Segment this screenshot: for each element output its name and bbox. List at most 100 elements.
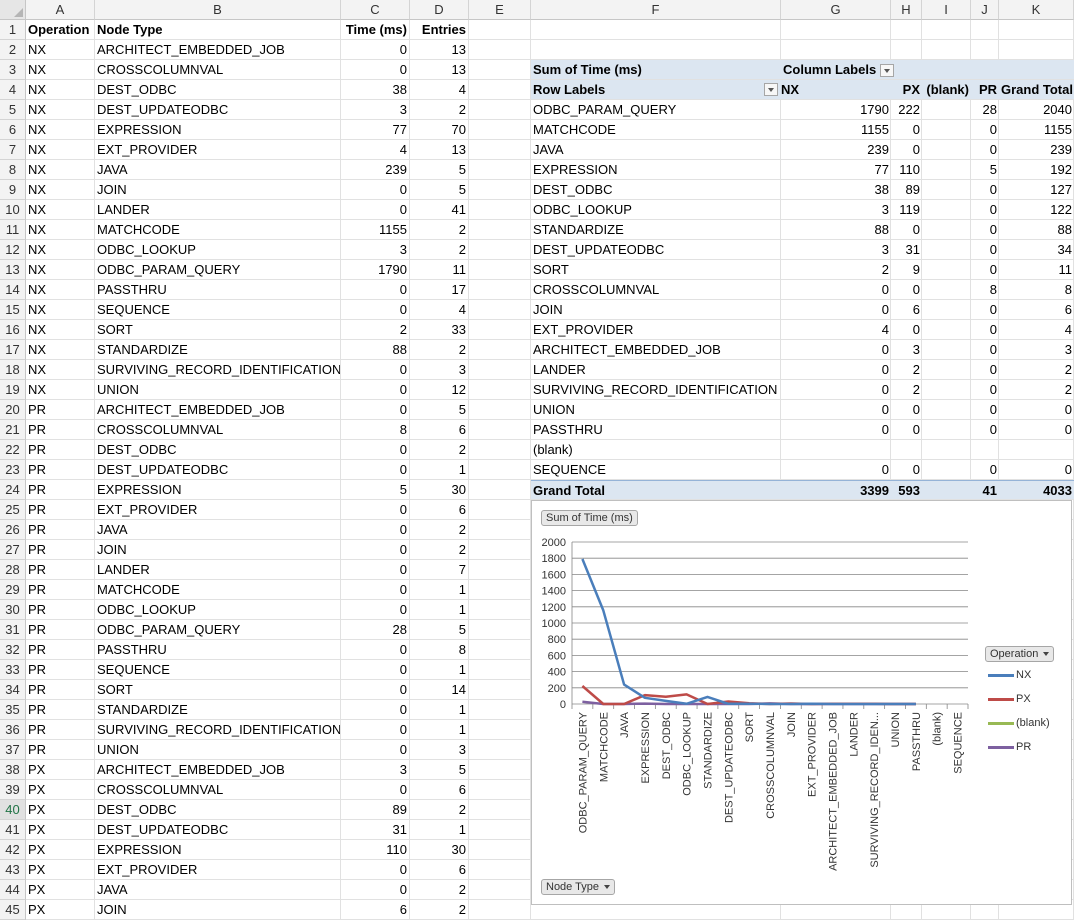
- row-header[interactable]: 42: [0, 840, 26, 860]
- axis-field-button[interactable]: Node Type: [541, 879, 616, 895]
- row-header[interactable]: 39: [0, 780, 26, 800]
- cell-operation[interactable]: NX: [26, 320, 95, 340]
- cell-time[interactable]: 5: [341, 480, 410, 500]
- cell-time[interactable]: 110: [341, 840, 410, 860]
- cell-entries[interactable]: 1: [410, 820, 469, 840]
- pivot-row-label[interactable]: SEQUENCE: [531, 460, 781, 480]
- row-header[interactable]: 15: [0, 300, 26, 320]
- grid-cell[interactable]: [469, 580, 531, 600]
- pivot-value[interactable]: 4: [781, 320, 891, 340]
- cell-node-type[interactable]: SURVIVING_RECORD_IDENTIFICATION: [95, 360, 341, 380]
- cell-operation[interactable]: PX: [26, 760, 95, 780]
- pivot-value[interactable]: [922, 360, 971, 380]
- cell-node-type[interactable]: DEST_ODBC: [95, 800, 341, 820]
- pivot-value[interactable]: 0: [891, 460, 922, 480]
- cell-node-type[interactable]: MATCHCODE: [95, 220, 341, 240]
- grid-cell[interactable]: [469, 40, 531, 60]
- cell-time[interactable]: 0: [341, 520, 410, 540]
- pivot-value[interactable]: 38: [781, 180, 891, 200]
- cell-operation[interactable]: NX: [26, 80, 95, 100]
- pivot-value[interactable]: 5: [971, 160, 999, 180]
- row-header[interactable]: 33: [0, 660, 26, 680]
- grid-cell[interactable]: [469, 820, 531, 840]
- cell-time[interactable]: 239: [341, 160, 410, 180]
- cell-node-type[interactable]: ODBC_LOOKUP: [95, 600, 341, 620]
- pivot-row-label[interactable]: DEST_ODBC: [531, 180, 781, 200]
- cell-entries[interactable]: 3: [410, 360, 469, 380]
- pivot-value[interactable]: 8: [971, 280, 999, 300]
- pivot-value[interactable]: [922, 340, 971, 360]
- grid-cell[interactable]: [469, 340, 531, 360]
- cell-node-type[interactable]: DEST_ODBC: [95, 80, 341, 100]
- pivot-value[interactable]: [922, 180, 971, 200]
- row-header[interactable]: 26: [0, 520, 26, 540]
- pivot-value[interactable]: 88: [781, 220, 891, 240]
- pivot-value[interactable]: 0: [971, 360, 999, 380]
- grid-cell[interactable]: [469, 320, 531, 340]
- row-header[interactable]: 37: [0, 740, 26, 760]
- row-header[interactable]: 16: [0, 320, 26, 340]
- pivot-value[interactable]: 31: [891, 240, 922, 260]
- pivot-value[interactable]: 119: [891, 200, 922, 220]
- column-header-e[interactable]: E: [469, 0, 531, 20]
- cell-time[interactable]: 1155: [341, 220, 410, 240]
- filter-dropdown-icon[interactable]: [880, 64, 895, 78]
- pivot-value[interactable]: 8: [999, 280, 1074, 300]
- cell-time[interactable]: 0: [341, 180, 410, 200]
- cell-node-type[interactable]: CROSSCOLUMNVAL: [95, 60, 341, 80]
- cell-entries[interactable]: 5: [410, 760, 469, 780]
- row-header[interactable]: 21: [0, 420, 26, 440]
- row-header[interactable]: 7: [0, 140, 26, 160]
- pivot-value[interactable]: 2: [891, 360, 922, 380]
- cell-node-type[interactable]: STANDARDIZE: [95, 340, 341, 360]
- pivot-value[interactable]: [922, 160, 971, 180]
- pivot-value[interactable]: 192: [999, 160, 1074, 180]
- cell-time[interactable]: 89: [341, 800, 410, 820]
- cell-time[interactable]: 0: [341, 40, 410, 60]
- cell-entries[interactable]: 11: [410, 260, 469, 280]
- pivot-column-labels[interactable]: Column Labels: [781, 60, 922, 80]
- cell-node-type[interactable]: EXT_PROVIDER: [95, 860, 341, 880]
- pivot-col-header[interactable]: Grand Total: [999, 80, 1074, 100]
- cell-node-type[interactable]: SURVIVING_RECORD_IDENTIFICATION: [95, 720, 341, 740]
- row-header[interactable]: 35: [0, 700, 26, 720]
- pivot-col-header[interactable]: PX: [891, 80, 922, 100]
- pivot-value[interactable]: [922, 320, 971, 340]
- pivot-value[interactable]: 2: [999, 360, 1074, 380]
- cell-entries[interactable]: 5: [410, 160, 469, 180]
- pivot-value[interactable]: 88: [999, 220, 1074, 240]
- pivot-grand-total-value[interactable]: 593: [891, 480, 922, 500]
- pivot-row-label[interactable]: CROSSCOLUMNVAL: [531, 280, 781, 300]
- pivot-value[interactable]: 0: [971, 220, 999, 240]
- cell-node-type[interactable]: EXPRESSION: [95, 480, 341, 500]
- pivot-value[interactable]: 127: [999, 180, 1074, 200]
- grid-cell[interactable]: [469, 400, 531, 420]
- cell-node-type[interactable]: JAVA: [95, 160, 341, 180]
- pivot-value[interactable]: 0: [971, 300, 999, 320]
- pivot-row-label[interactable]: SURVIVING_RECORD_IDENTIFICATION: [531, 380, 781, 400]
- cell-entries[interactable]: 4: [410, 80, 469, 100]
- row-header[interactable]: 12: [0, 240, 26, 260]
- grid-cell[interactable]: [469, 720, 531, 740]
- cell-node-type[interactable]: SEQUENCE: [95, 660, 341, 680]
- grid-cell[interactable]: [469, 300, 531, 320]
- pivot-value[interactable]: 0: [999, 460, 1074, 480]
- cell-time[interactable]: 0: [341, 560, 410, 580]
- pivot-row-label[interactable]: LANDER: [531, 360, 781, 380]
- cell-time[interactable]: 8: [341, 420, 410, 440]
- cell-entries[interactable]: 12: [410, 380, 469, 400]
- column-header-k[interactable]: K: [999, 0, 1074, 20]
- grid-cell[interactable]: [469, 500, 531, 520]
- row-header[interactable]: 1: [0, 20, 26, 40]
- cell-node-type[interactable]: PASSTHRU: [95, 640, 341, 660]
- grid-cell[interactable]: [469, 900, 531, 920]
- cell-operation[interactable]: NX: [26, 280, 95, 300]
- cell-entries[interactable]: 30: [410, 840, 469, 860]
- cell-operation[interactable]: PR: [26, 700, 95, 720]
- grid-cell[interactable]: [891, 40, 922, 60]
- cell-time[interactable]: 0: [341, 500, 410, 520]
- cell-operation[interactable]: PX: [26, 820, 95, 840]
- pivot-value[interactable]: 34: [999, 240, 1074, 260]
- pivot-row-label[interactable]: (blank): [531, 440, 781, 460]
- cell-time[interactable]: 0: [341, 60, 410, 80]
